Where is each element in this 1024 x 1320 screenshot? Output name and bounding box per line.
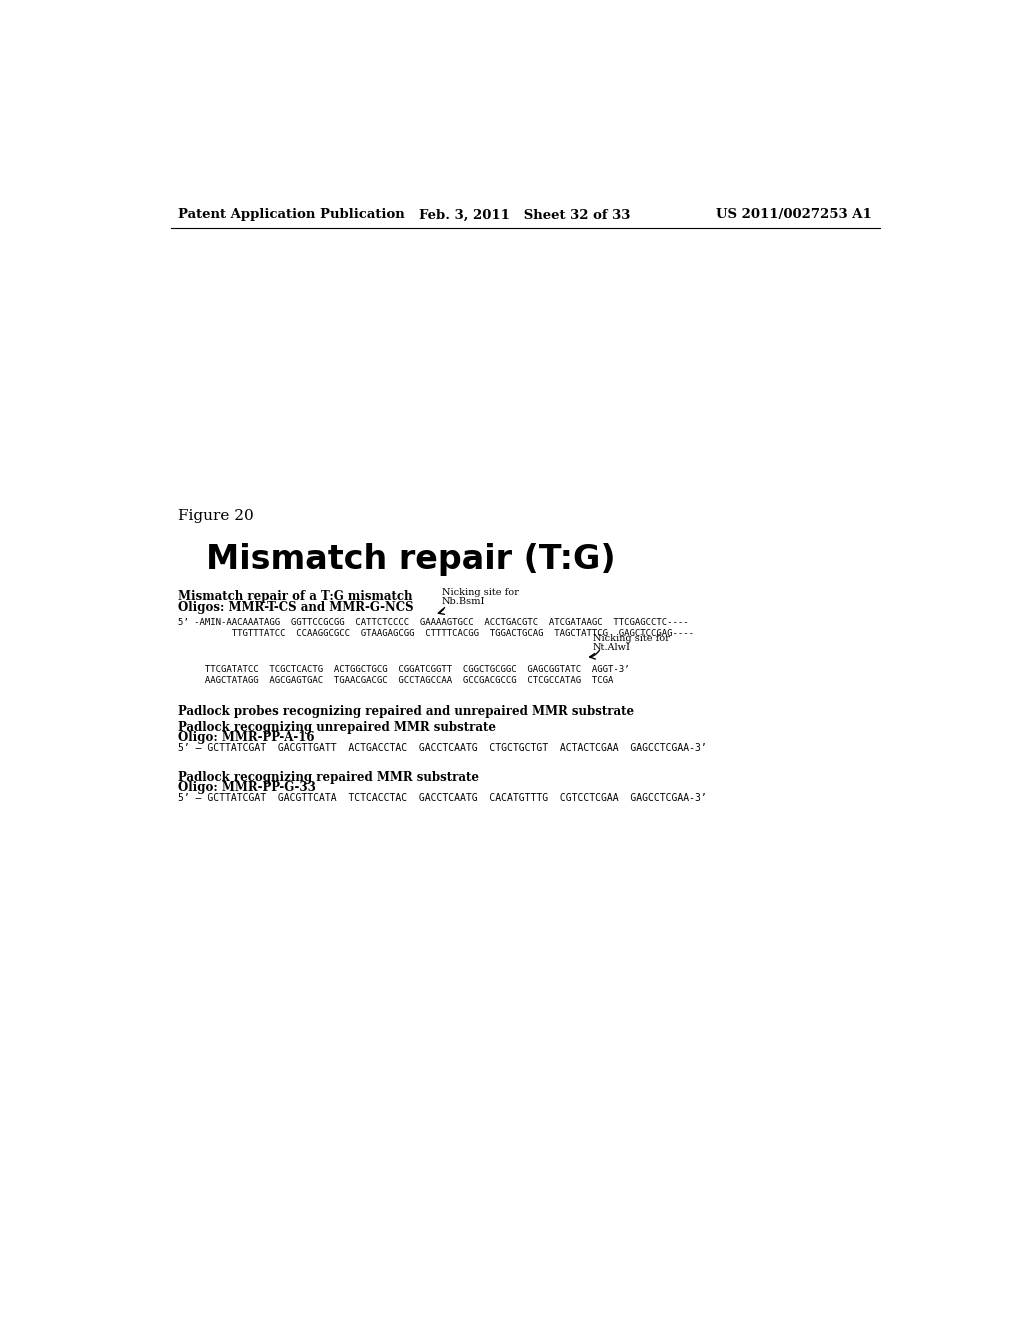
Text: TTGTTTATCC  CCAAGGCGCC  GTAAGAGCGG  CTTTTCACGG  TGGACTGCAG  TAGCTATТCG  GAGCTCCG: TTGTTTATCC CCAAGGCGCC GTAAGAGCGG CTTTTCA… bbox=[178, 628, 694, 638]
Text: Nt.AlwI: Nt.AlwI bbox=[593, 643, 631, 652]
Text: Patent Application Publication: Patent Application Publication bbox=[178, 209, 406, 222]
Text: AAGCTATAGG  AGCGAGTGAC  TGAACGACGC  GCCTAGCCAA  GCCGACGCCG  CTCGCCATAG  TCGA: AAGCTATAGG AGCGAGTGAC TGAACGACGC GCCTAGC… bbox=[178, 676, 613, 685]
Text: 5’ – GCTTATCGAT  GACGTTGATT  ACTGACCTAC  GACCTCAATG  CTGCTGCTGT  ACTACTCGAA  GAG: 5’ – GCTTATCGAT GACGTTGATT ACTGACCTAC GA… bbox=[178, 743, 708, 752]
Text: Oligos: MMR-T-CS and MMR-G-NCS: Oligos: MMR-T-CS and MMR-G-NCS bbox=[178, 601, 414, 614]
Text: Figure 20: Figure 20 bbox=[178, 508, 254, 523]
Text: TTCGATATCC  TCGCTCACTG  ACTGGCTGCG  CGGATCGGTT  CGGCTGCGGC  GAGCGGTATC  AGGT-3’: TTCGATATCC TCGCTCACTG ACTGGCTGCG CGGATCG… bbox=[178, 665, 630, 675]
Text: Mismatch repair (T:G): Mismatch repair (T:G) bbox=[206, 544, 615, 577]
Text: Padlock recognizing unrepaired MMR substrate: Padlock recognizing unrepaired MMR subst… bbox=[178, 721, 497, 734]
Text: 5’ -AMIN-AACAAATAGG  GGTTCCGCGG  CATTCTCCCC  GAAAAGTGCC  ACCTGACGTC  ATCGATAAGC : 5’ -AMIN-AACAAATAGG GGTTCCGCGG CATTCTCCC… bbox=[178, 618, 689, 627]
Text: US 2011/0027253 A1: US 2011/0027253 A1 bbox=[716, 209, 872, 222]
Text: Nicking site for: Nicking site for bbox=[442, 589, 519, 597]
Text: Feb. 3, 2011   Sheet 32 of 33: Feb. 3, 2011 Sheet 32 of 33 bbox=[419, 209, 631, 222]
Text: Oligo: MMR-PP-A-16: Oligo: MMR-PP-A-16 bbox=[178, 731, 314, 744]
Text: Nicking site for: Nicking site for bbox=[593, 635, 670, 643]
Text: Padlock probes recognizing repaired and unrepaired MMR substrate: Padlock probes recognizing repaired and … bbox=[178, 705, 635, 718]
Text: 5’ – GCTTATCGAT  GACGTTCATA  TCTCACCTAC  GACCTCAATG  CACATGTTTG  CGTCCTCGAA  GAG: 5’ – GCTTATCGAT GACGTTCATA TCTCACCTAC GA… bbox=[178, 793, 708, 803]
Text: Padlock recognizing repaired MMR substrate: Padlock recognizing repaired MMR substra… bbox=[178, 771, 479, 784]
Text: Nb.BsmI: Nb.BsmI bbox=[442, 597, 485, 606]
Text: Mismatch repair of a T:G mismatch: Mismatch repair of a T:G mismatch bbox=[178, 590, 413, 603]
Text: Oligo: MMR-PP-G-33: Oligo: MMR-PP-G-33 bbox=[178, 781, 316, 795]
